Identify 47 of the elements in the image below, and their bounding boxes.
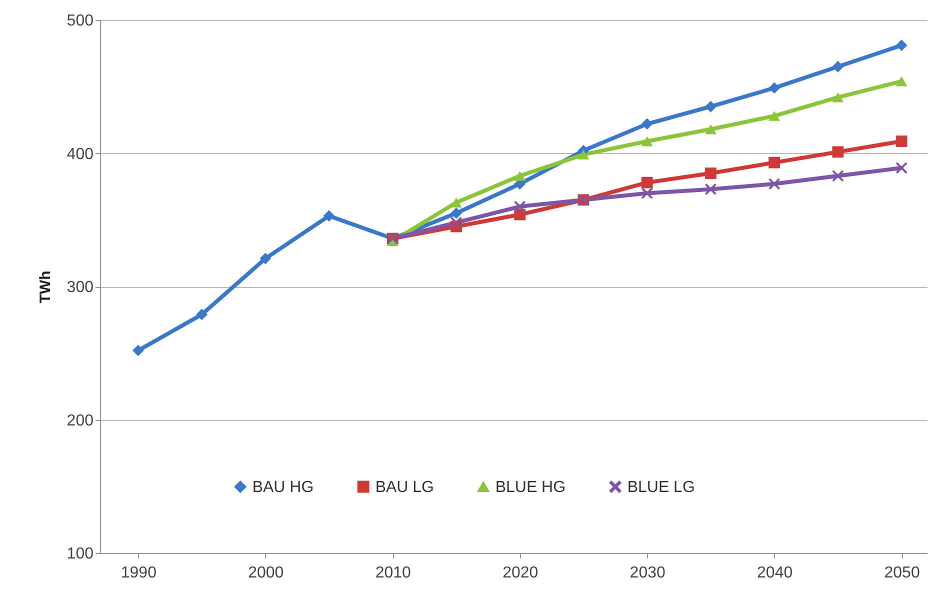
x-tick-label: 2020 [502,564,538,582]
x-tick-label: 2040 [757,564,793,582]
point [832,146,844,158]
y-tick-label: 300 [66,279,94,296]
legend-label: BLUE HG [495,478,566,496]
point [450,198,462,208]
point [768,156,780,168]
point [896,162,908,174]
x-tick-label: 2000 [248,564,284,582]
point [196,308,208,320]
point [705,184,716,195]
point [705,100,716,112]
point [514,200,526,212]
point [768,178,780,190]
point [641,136,653,146]
legend-label: BLUE LG [627,478,695,496]
legend-label: BAU LG [375,478,434,496]
point [832,92,844,102]
y-tick-label: 400 [66,146,94,163]
x-tick-label: 2010 [375,564,412,582]
point [705,168,716,179]
point [578,150,590,160]
y-tick-label: 200 [66,412,94,430]
y-tick-label: 100 [66,546,94,562]
x-tick-label: 2030 [630,564,666,582]
point [896,40,908,52]
point [832,60,844,72]
point [132,344,144,356]
x-tick-label: 1990 [120,564,157,582]
x-tick-label: 2050 [884,564,920,582]
point [450,208,462,219]
point [896,136,908,147]
point [514,170,526,181]
point [768,82,780,94]
point [832,170,844,182]
point [768,111,780,121]
y-tick-label: 500 [66,12,94,30]
point [641,176,653,188]
point [450,216,462,228]
point [260,252,272,264]
point [641,118,653,130]
y-axis-title: TWh [36,270,54,304]
point [705,124,716,134]
point [641,188,653,199]
legend-label: BAU HG [252,478,314,496]
point [896,76,908,86]
point [323,210,335,222]
